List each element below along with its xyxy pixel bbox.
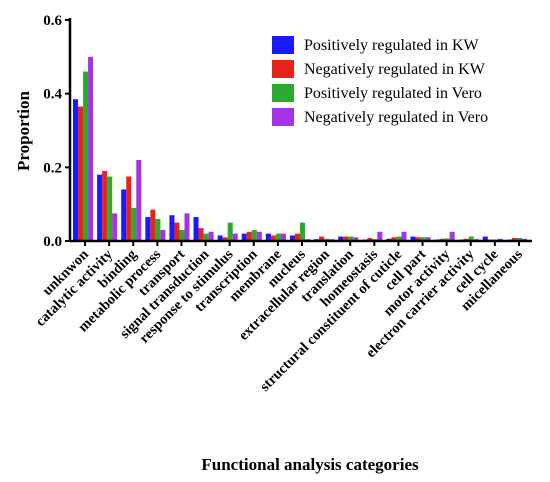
y-axis-title: Proportion [14, 90, 33, 171]
bar [222, 237, 228, 241]
bar [410, 236, 416, 241]
bar [155, 218, 161, 241]
bars-group [73, 56, 527, 242]
y-tick-label: 0.6 [43, 13, 62, 29]
bar [136, 159, 142, 241]
bar [217, 235, 223, 241]
bar [294, 233, 300, 241]
legend: Positively regulated in KW Negatively reg… [272, 36, 488, 126]
bar [343, 236, 349, 241]
bar [396, 236, 402, 241]
bar [78, 106, 84, 241]
bar [468, 236, 474, 241]
bar [300, 222, 306, 241]
legend-label: Positively regulated in KW [304, 37, 480, 54]
bar [73, 99, 79, 241]
bar [444, 238, 450, 241]
bar [270, 235, 276, 241]
x-axis-title: Functional analysis categories [201, 455, 419, 474]
bar [251, 229, 257, 241]
bar [198, 228, 204, 241]
bar [131, 207, 137, 241]
bar [482, 236, 488, 241]
bar [425, 237, 431, 241]
bar [203, 233, 209, 241]
bar [265, 233, 271, 241]
bar [126, 176, 132, 241]
bar [338, 236, 344, 241]
bar [319, 236, 325, 241]
bar [150, 209, 156, 241]
bar [193, 217, 199, 241]
bar [367, 238, 373, 241]
bar [112, 213, 118, 241]
legend-label: Negatively regulated in KW [304, 61, 486, 78]
bar [97, 174, 103, 241]
bar [83, 71, 89, 241]
bar [401, 231, 407, 241]
bar [174, 222, 180, 241]
legend-swatch [272, 84, 294, 102]
y-tick-label: 0.0 [43, 234, 62, 250]
bar [415, 237, 421, 241]
bar [241, 233, 247, 241]
legend-swatch [272, 108, 294, 126]
bar [420, 237, 426, 241]
bar [121, 189, 127, 241]
bar [246, 231, 252, 241]
legend-label: Negatively regulated in Vero [304, 109, 488, 126]
bar [256, 231, 262, 241]
bar [275, 233, 281, 241]
legend-label: Positively regulated in Vero [304, 85, 482, 102]
bar [88, 56, 94, 242]
bar [227, 222, 233, 241]
legend-swatch [272, 36, 294, 54]
bar [353, 237, 359, 241]
bar [184, 213, 190, 241]
bar [391, 237, 397, 241]
bar [511, 238, 517, 241]
bar [289, 235, 295, 241]
y-tick-label: 0.2 [43, 160, 62, 176]
bar [145, 217, 151, 241]
bar [377, 231, 383, 241]
bar [232, 233, 238, 241]
bar [516, 238, 522, 241]
bar [280, 233, 286, 241]
legend-swatch [272, 60, 294, 78]
y-axis-ticks: 0.0 0.2 0.4 0.6 [43, 13, 70, 250]
bar [179, 229, 185, 241]
bar [160, 229, 166, 241]
bar [449, 231, 455, 241]
bar [348, 236, 354, 241]
bar [208, 231, 214, 241]
y-tick-label: 0.4 [43, 87, 62, 103]
bar [102, 171, 108, 241]
bar [169, 215, 175, 241]
bar [107, 176, 113, 241]
